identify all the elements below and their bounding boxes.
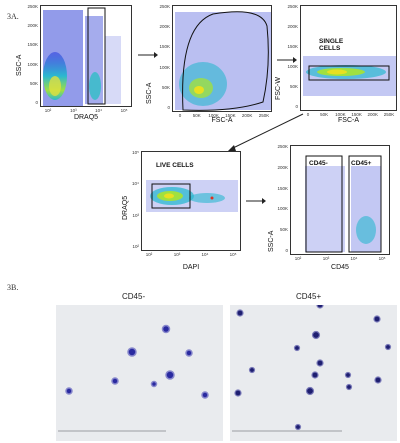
micrograph-cd45-neg: [56, 305, 223, 441]
plot3-area: SINGLE CELLS: [300, 5, 397, 111]
p3-xtick-label: 150K: [351, 112, 362, 117]
p4-ytick-label: 10³: [132, 212, 139, 218]
plot3-xlabel: FSC-A: [338, 117, 359, 124]
p2-ytick-label: 150K: [159, 44, 170, 50]
arrow-icon: [138, 52, 158, 58]
gate-label-live-cells: LIVE CELLS: [156, 162, 194, 169]
plot5-xlabel: CD45: [331, 264, 349, 271]
p2-xtick-label: 200K: [241, 113, 253, 118]
p3-ytick-label: 250K: [287, 4, 298, 9]
p1-ytick-label: 150K: [27, 42, 38, 48]
p5-xtick-label: 10³: [322, 256, 330, 261]
p3-ytick-label: 50K: [289, 84, 298, 89]
p3-xtick-label: 250K: [383, 112, 395, 117]
p1-xtick-label: 10⁴: [95, 108, 103, 113]
plot2-area: [172, 5, 272, 112]
panel-3a-label: 3A.: [7, 12, 19, 21]
p2-xtick-label: 150K: [225, 113, 236, 118]
p4-xtick-label: 10³: [173, 252, 181, 257]
plot1-area: [40, 5, 132, 107]
p3-ytick-label: 150K: [287, 44, 298, 49]
p5-ytick-label: 100K: [277, 206, 288, 212]
plot3-ylabel: FSC-W: [275, 77, 282, 100]
p2-ytick-label: 200K: [159, 24, 170, 30]
micrograph-cd45-pos-image: [230, 305, 397, 441]
plot4-area: LIVE CELLS: [141, 151, 241, 251]
plot2-scatter: [173, 6, 271, 111]
micrograph-title-cd45-pos: CD45+: [296, 292, 322, 301]
micrograph-cd45-neg-image: [56, 305, 223, 441]
plot5-area: CD45- CD45+: [290, 145, 390, 255]
p5-ytick-label: 200K: [277, 164, 288, 170]
plot5-scatter: [291, 146, 389, 254]
p4-xtick-label: 10⁵: [229, 252, 237, 257]
plot1-xlabel: DRAQ5: [73, 114, 99, 121]
gate-label-single-cells: SINGLE CELLS: [319, 38, 344, 52]
p3-xtick-label: 100K: [335, 112, 346, 117]
p4-ytick-label: 10⁵: [132, 150, 139, 155]
plot4-xlabel: DAPI: [182, 264, 200, 271]
plot2-ylabel: SSC-A: [146, 82, 153, 104]
p1-xtick-label: 10⁵: [120, 108, 128, 113]
p2-xtick-label: 0: [178, 113, 182, 118]
p3-ytick-label: 100K: [287, 64, 298, 69]
gate-label-cd45-pos: CD45+: [351, 160, 372, 167]
p5-xtick-label: 10⁵: [378, 256, 386, 261]
p5-ytick-label: 150K: [277, 185, 288, 191]
p3-xtick-label: 200K: [367, 112, 379, 117]
p2-xtick-label: 100K: [208, 113, 219, 118]
panel-3b-label: 3B.: [7, 283, 19, 292]
p1-ytick-label: 0: [35, 100, 38, 105]
p3-xtick-label: 0: [306, 112, 310, 117]
p3-ytick-label: 0: [295, 104, 298, 109]
p4-ytick-label: 10²: [132, 244, 139, 249]
p2-ytick-label: 250K: [159, 4, 170, 9]
p5-ytick-label: 250K: [277, 144, 288, 149]
p2-ytick-label: 50K: [161, 84, 170, 90]
p1-ytick-label: 100K: [27, 61, 38, 67]
micrograph-cd45-pos: [230, 305, 397, 441]
arrow-icon: [246, 198, 266, 204]
p1-ytick-label: 250K: [27, 4, 38, 9]
arrow-icon: [277, 57, 297, 63]
p2-xtick-label: 250K: [258, 113, 270, 118]
gate-label-cd45-neg: CD45-: [309, 160, 328, 167]
p1-ytick-label: 50K: [29, 80, 38, 86]
plot3-scatter: [301, 6, 396, 110]
p3-ytick-label: 200K: [287, 24, 298, 29]
p3-xtick-label: 50K: [320, 112, 329, 117]
p4-xtick-label: 10²: [145, 252, 153, 257]
p4-ytick-label: 10⁴: [132, 181, 139, 187]
plot1-scatter: [41, 6, 131, 106]
p5-ytick-label: 0: [285, 248, 288, 253]
p1-ytick-label: 200K: [27, 23, 38, 29]
plot1-ylabel: SSC-A: [16, 54, 23, 76]
plot4-scatter: [142, 152, 240, 250]
p1-xtick-label: 10³: [70, 108, 77, 113]
p5-ytick-label: 50K: [279, 227, 288, 233]
p2-xtick-label: 50K: [192, 113, 201, 118]
p4-xtick-label: 10⁴: [201, 252, 209, 257]
p5-xtick-label: 10⁴: [350, 256, 358, 261]
p1-xtick-label: 10²: [44, 108, 52, 113]
p5-xtick-label: 10²: [294, 256, 302, 261]
arrow-icon: [227, 113, 304, 152]
p2-ytick-label: 100K: [159, 64, 170, 70]
p2-ytick-label: 0: [167, 105, 170, 110]
micrograph-title-cd45-neg: CD45-: [122, 292, 146, 301]
plot2-xlabel: FSC-A: [211, 117, 233, 124]
